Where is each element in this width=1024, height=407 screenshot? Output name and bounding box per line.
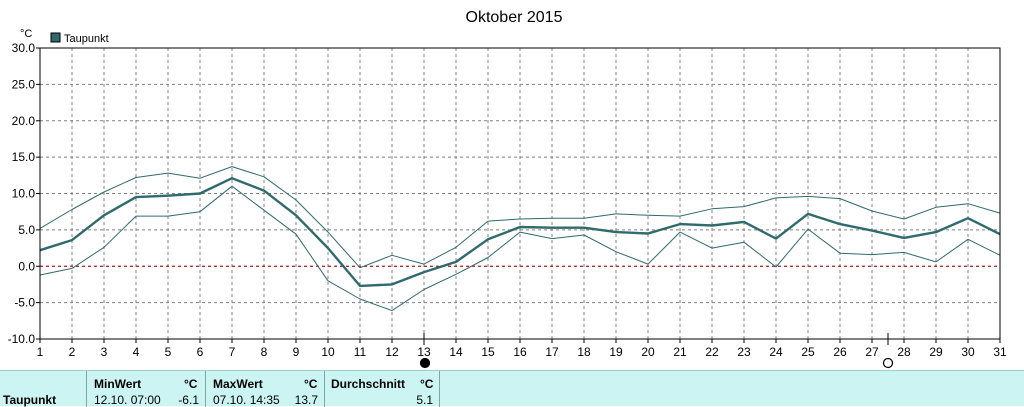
summary-separator [439, 371, 440, 407]
min-label: MinWert [94, 377, 142, 391]
moon-phase-markers [419, 333, 894, 369]
x-tick-label: 22 [705, 345, 719, 359]
x-tick-label: 23 [737, 345, 751, 359]
min-time: 12.10. 07:00 [94, 393, 161, 407]
x-tick-label: 26 [833, 345, 847, 359]
x-tick-label: 11 [354, 345, 367, 359]
y-tick-label: -5.0 [14, 296, 35, 310]
max-time: 07.10. 14:35 [213, 393, 280, 407]
series [39, 166, 1001, 312]
y-tick-label: 0.0 [18, 259, 35, 273]
max-unit: °C [304, 377, 318, 391]
x-tick-label: 31 [993, 345, 1007, 359]
min-unit: °C [184, 377, 198, 391]
y-axis-ticks: 30.0 25.0 20.0 15.0 10.0 5.0 0.0 -5.0 -10.0 [8, 41, 40, 346]
x-tick-label: 18 [577, 345, 591, 359]
summary-separator [205, 371, 206, 407]
x-tick-label: 12 [385, 345, 399, 359]
x-axis-ticks: 1 2 3 4 5 6 7 8 9 10 11 12 13 14 15 16 17 18 19 20 21 22 23 24 2… [37, 339, 1007, 359]
dewpoint-mean-line [39, 176, 1001, 288]
dewpoint-upper-line [39, 166, 1001, 269]
average-value: 5.1 [416, 393, 433, 407]
y-tick-label: 10.0 [12, 187, 36, 201]
average-unit: °C [420, 377, 434, 391]
x-tick-label: 4 [133, 345, 140, 359]
new-moon-icon [419, 357, 431, 369]
x-tick-label: 9 [293, 345, 300, 359]
y-tick-label: 15.0 [12, 150, 36, 164]
x-tick-label: 15 [481, 345, 495, 359]
min-value-cell: MinWert °C 12.10. 07:00 -6.1 [87, 371, 205, 407]
full-moon-icon [882, 357, 894, 369]
x-tick-label: 5 [165, 345, 172, 359]
x-tick-label: 7 [229, 345, 236, 359]
average-value-cell: Durchschnitt °C 5.1 [325, 371, 439, 407]
summary-table: Taupunkt MinWert °C 12.10. 07:00 -6.1 Ma… [0, 370, 1024, 407]
grid [40, 48, 1000, 339]
x-tick-label: 28 [897, 345, 911, 359]
summary-separator [324, 371, 325, 407]
y-tick-label: 25.0 [12, 77, 36, 91]
summary-row-label-cell: Taupunkt [0, 371, 86, 407]
x-tick-label: 20 [641, 345, 655, 359]
average-label: Durchschnitt [331, 377, 406, 391]
y-tick-label: 20.0 [12, 114, 36, 128]
x-tick-label: 13 [417, 345, 431, 359]
x-tick-label: 29 [929, 345, 943, 359]
legend-swatch [50, 32, 61, 43]
max-value: 13.7 [294, 393, 318, 407]
x-tick-label: 8 [261, 345, 268, 359]
summary-separator [86, 371, 87, 407]
dewpoint-lower-line [39, 185, 1001, 312]
x-tick-label: 14 [449, 345, 463, 359]
x-tick-label: 16 [513, 345, 527, 359]
max-label: MaxWert [213, 377, 263, 391]
summary-row-label: Taupunkt [3, 393, 57, 407]
x-tick-label: 21 [673, 345, 687, 359]
min-value: -6.1 [178, 393, 199, 407]
legend-label: Taupunkt [64, 33, 109, 45]
x-tick-label: 19 [609, 345, 623, 359]
x-tick-label: 17 [545, 345, 559, 359]
y-tick-label: 5.0 [18, 223, 35, 237]
max-value-cell: MaxWert °C 07.10. 14:35 13.7 [206, 371, 324, 407]
x-tick-label: 6 [197, 345, 204, 359]
x-tick-label: 25 [801, 345, 815, 359]
x-tick-label: 24 [769, 345, 783, 359]
x-tick-label: 27 [865, 345, 879, 359]
y-tick-label: 30.0 [12, 41, 36, 55]
x-tick-label: 3 [101, 345, 108, 359]
x-tick-label: 30 [961, 345, 975, 359]
legend: Taupunkt [50, 32, 109, 45]
x-tick-label: 10 [321, 345, 335, 359]
chart-title: Oktober 2015 [466, 9, 563, 26]
y-axis-unit: °C [20, 28, 32, 40]
x-tick-label: 2 [69, 345, 76, 359]
dewpoint-chart: Oktober 2015 °C Taupunkt 30.025.020.015.… [8, 9, 1007, 369]
y-tick-label: -10.0 [8, 332, 36, 346]
x-tick-label: 1 [37, 345, 44, 359]
